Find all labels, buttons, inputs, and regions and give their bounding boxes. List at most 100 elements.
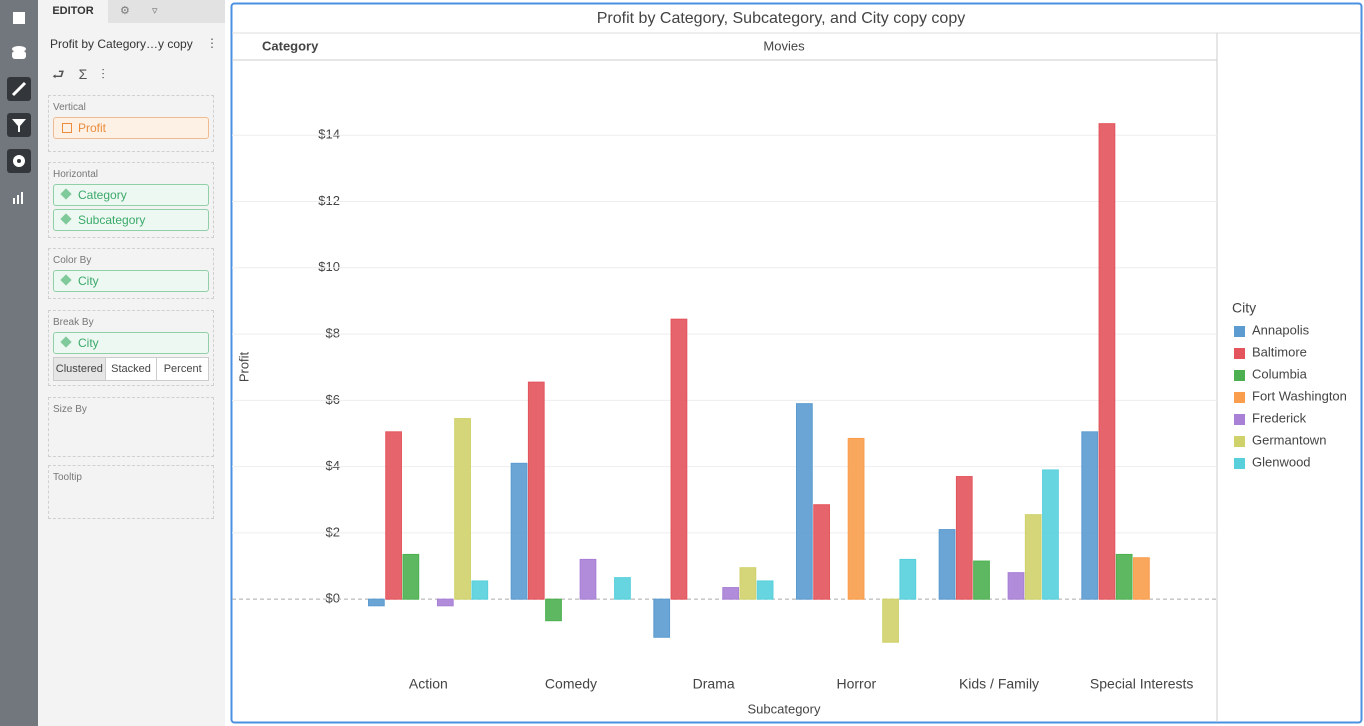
header-value: Movies — [763, 38, 805, 53]
legend-swatch — [1234, 458, 1245, 469]
field-pill[interactable]: City — [53, 270, 209, 292]
x-tick-label: Kids / Family — [959, 676, 1039, 692]
section: Horizontal Category Subcategory — [48, 162, 214, 238]
mode-option[interactable]: Percent — [156, 358, 208, 380]
toolbar[interactable]: ⮐Σ⫶ — [52, 66, 119, 82]
bar — [847, 437, 865, 600]
y-tick-label: $6 — [326, 392, 340, 407]
nav-bar — [0, 0, 38, 726]
bar — [670, 318, 688, 600]
bar — [1098, 123, 1116, 600]
bar — [402, 553, 420, 600]
field-pill[interactable]: Profit — [53, 117, 209, 139]
bar — [1007, 572, 1025, 600]
bar — [1115, 553, 1133, 600]
legend-label: Fort Washington — [1252, 388, 1347, 403]
bar — [614, 577, 631, 600]
widget-title: Profit by Category…y copy — [50, 37, 193, 51]
bar — [527, 381, 545, 600]
bar — [973, 560, 990, 600]
y-tick-label: $14 — [318, 127, 340, 142]
y-tick-label: $10 — [318, 259, 340, 274]
y-axis-label: Profit — [236, 351, 251, 382]
bar — [938, 529, 956, 600]
bar — [545, 598, 562, 622]
section-label: Color By — [53, 255, 92, 266]
legend-title: City — [1232, 300, 1256, 316]
field-pill[interactable]: City — [53, 332, 209, 354]
mode-option[interactable]: Clustered — [54, 358, 105, 380]
y-tick-label: $0 — [326, 591, 340, 606]
nav-icon[interactable] — [7, 186, 31, 210]
header-label: Category — [262, 38, 319, 53]
x-tick-label: Special Interests — [1090, 676, 1194, 692]
tab-label: EDITOR — [52, 5, 94, 17]
bar — [1133, 557, 1150, 600]
chart-frame — [230, 2, 1363, 724]
menu-button[interactable]: ⋮ — [206, 36, 218, 50]
bar — [722, 587, 740, 600]
legend-label: Germantown — [1252, 432, 1326, 447]
field-pill[interactable]: Category — [53, 184, 209, 206]
bar — [368, 598, 385, 607]
section: Size By — [48, 397, 214, 457]
bar — [739, 567, 757, 600]
bar — [796, 403, 813, 600]
section: Break By City Clustered Stacked Percent — [48, 310, 214, 386]
section-label: Vertical — [53, 102, 86, 113]
bar — [882, 598, 899, 643]
bar — [436, 598, 454, 607]
x-tick-label: Horror — [836, 676, 876, 692]
legend-label: Annapolis — [1252, 322, 1310, 337]
legend-swatch — [1234, 348, 1245, 359]
y-tick-label: $12 — [318, 193, 340, 208]
bar — [653, 598, 671, 638]
nav-icon[interactable] — [7, 77, 31, 101]
bar — [1024, 514, 1042, 600]
editor-tab[interactable]: EDITOR — [38, 0, 108, 23]
bar — [510, 462, 528, 600]
nav-icon[interactable] — [7, 41, 31, 65]
x-axis-label: Subcategory — [748, 701, 821, 716]
legend-label: Glenwood — [1252, 454, 1311, 469]
bar — [756, 580, 774, 600]
y-tick-label: $2 — [326, 524, 340, 539]
y-tick-label: $8 — [326, 326, 340, 341]
section-label: Break By — [53, 317, 94, 328]
bar — [471, 580, 489, 600]
editor-panel: EDITOR ⚙ ▿ Profit by Category…y copy ⋮ ⮐… — [38, 0, 225, 726]
bar — [899, 558, 917, 600]
chart-title: Profit by Category, Subcategory, and Cit… — [597, 10, 965, 27]
filter-tab[interactable]: ▿ — [152, 5, 158, 17]
nav-icon[interactable] — [7, 6, 31, 30]
legend-swatch — [1234, 326, 1245, 337]
legend-swatch — [1234, 392, 1245, 403]
bar — [454, 418, 471, 600]
chart: Profit by Category, Subcategory, and Cit… — [230, 2, 1363, 724]
section-label: Horizontal — [53, 169, 99, 180]
x-tick-label: Drama — [693, 676, 735, 692]
section-label: Size By — [53, 404, 87, 415]
section: Color By City — [48, 248, 214, 299]
section-label: Tooltip — [53, 472, 82, 483]
nav-icon[interactable] — [7, 149, 31, 173]
legend-swatch — [1234, 436, 1245, 447]
x-tick-label: Action — [409, 676, 448, 692]
nav-icon[interactable] — [7, 113, 31, 137]
field-pill[interactable]: Subcategory — [53, 209, 209, 231]
bar — [813, 504, 830, 600]
tab-bar: EDITOR ⚙ ▿ — [38, 0, 225, 23]
bar — [1042, 469, 1059, 600]
bar — [955, 476, 973, 600]
section: Tooltip — [48, 465, 214, 519]
bar — [1081, 431, 1099, 600]
y-tick-label: $4 — [326, 458, 340, 473]
legend-label: Baltimore — [1252, 344, 1307, 359]
legend-label: Columbia — [1252, 366, 1308, 381]
settings-tab[interactable]: ⚙ — [120, 5, 130, 17]
section: Vertical Profit — [48, 95, 214, 152]
mode-option[interactable]: Stacked — [104, 358, 157, 380]
legend-swatch — [1234, 414, 1245, 425]
bar — [579, 558, 597, 600]
